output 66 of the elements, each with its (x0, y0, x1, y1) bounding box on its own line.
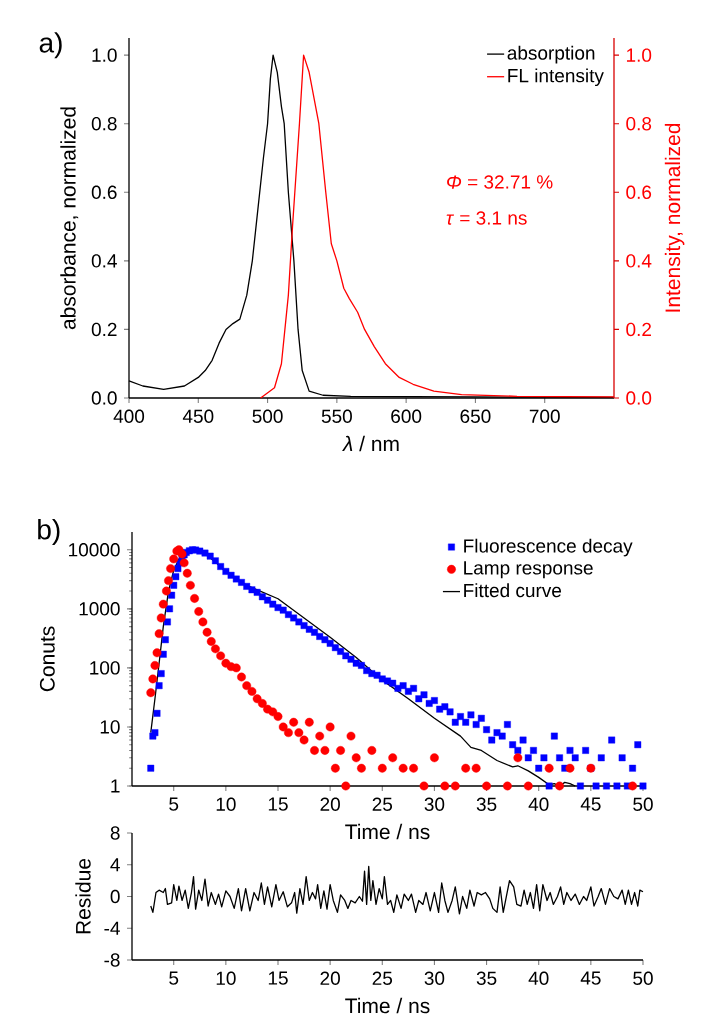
chart-title: a) (39, 32, 62, 59)
x-tick-label: 50 (633, 971, 653, 985)
x-tick-label: 400 (113, 409, 145, 423)
y2-tick-label: 0.8 (626, 116, 652, 131)
y2-tick-label: 0.2 (626, 322, 651, 337)
annotation: τ = 3.1 ns (446, 211, 527, 225)
y-tick-label: 0.6 (91, 185, 117, 200)
y-tick-label: 0 (110, 889, 120, 904)
y-tick-label: -4 (104, 921, 120, 935)
y-axis-title: Conuts (39, 626, 55, 692)
y-tick-label: 1 (111, 779, 120, 793)
x-tick-label: 35 (476, 971, 497, 985)
x-tick-label: 25 (372, 797, 393, 811)
y-tick-label: 0.8 (91, 116, 117, 131)
y-tick-label: 1.0 (92, 48, 117, 62)
x-tick-label: 40 (528, 971, 549, 985)
x-axis-title: λ / nm (342, 435, 399, 452)
chart-title: b) (38, 518, 60, 546)
x-tick-label: 10 (216, 971, 236, 985)
x-tick-label: 30 (424, 797, 445, 811)
legend-label: absorption (507, 45, 595, 64)
x-tick-label: 500 (252, 409, 283, 423)
x-tick-label: 10 (216, 797, 236, 811)
x-tick-label: 5 (169, 971, 179, 985)
x-tick-label: 35 (476, 797, 497, 811)
y-tick-label: 4 (110, 858, 120, 872)
y-tick-label: -8 (104, 953, 120, 967)
x-axis-title: Time / ns (345, 997, 430, 1014)
y2-tick-label: 0.4 (626, 254, 652, 268)
legend-label: Fluorescence decay (464, 538, 633, 557)
legend-label: FL intensity (508, 68, 604, 87)
y-tick-label: 1000 (79, 602, 120, 616)
y-axis-title: Residue (75, 858, 91, 934)
x-tick-label: 550 (321, 409, 352, 423)
x-tick-label: 15 (268, 971, 288, 985)
y-tick-label: 8 (110, 826, 120, 840)
x-tick-label: 25 (372, 971, 393, 985)
x-tick-label: 20 (320, 797, 340, 811)
x-tick-label: 650 (460, 409, 491, 423)
x-tick-label: 50 (633, 797, 653, 811)
y2-tick-label: 0.0 (626, 391, 652, 405)
x-tick-label: 40 (528, 797, 549, 811)
y-tick-label: 0.4 (91, 254, 117, 268)
y-tick-label: 0.0 (91, 391, 117, 405)
x-tick-label: 20 (320, 971, 340, 985)
y-tick-label: 10 (100, 720, 120, 734)
x-axis-title: Time / ns (345, 823, 430, 840)
y-tick-label: 0.2 (91, 322, 117, 337)
x-tick-label: 30 (424, 971, 445, 985)
y-tick-label: 100 (90, 661, 120, 675)
y2-axis-title: Intensity, normalized (664, 123, 685, 312)
x-tick-label: 450 (182, 409, 214, 423)
annotation: Φ = 32.71 % (447, 175, 553, 189)
x-tick-label: 15 (268, 797, 288, 811)
y2-tick-label: 1.0 (626, 48, 652, 62)
x-tick-label: 45 (580, 797, 601, 811)
x-tick-label: 600 (391, 409, 422, 423)
y-axis-title: absorbance, normalized (60, 107, 79, 330)
line-series (150, 865, 644, 915)
x-tick-label: 45 (580, 971, 601, 985)
y-tick-label: 10000 (69, 543, 120, 557)
y2-tick-label: 0.6 (626, 185, 652, 200)
x-tick-label: 700 (529, 409, 560, 423)
x-tick-label: 5 (169, 797, 179, 811)
legend-label: Lamp response (464, 561, 593, 579)
legend-label: Fitted curve (464, 583, 562, 598)
